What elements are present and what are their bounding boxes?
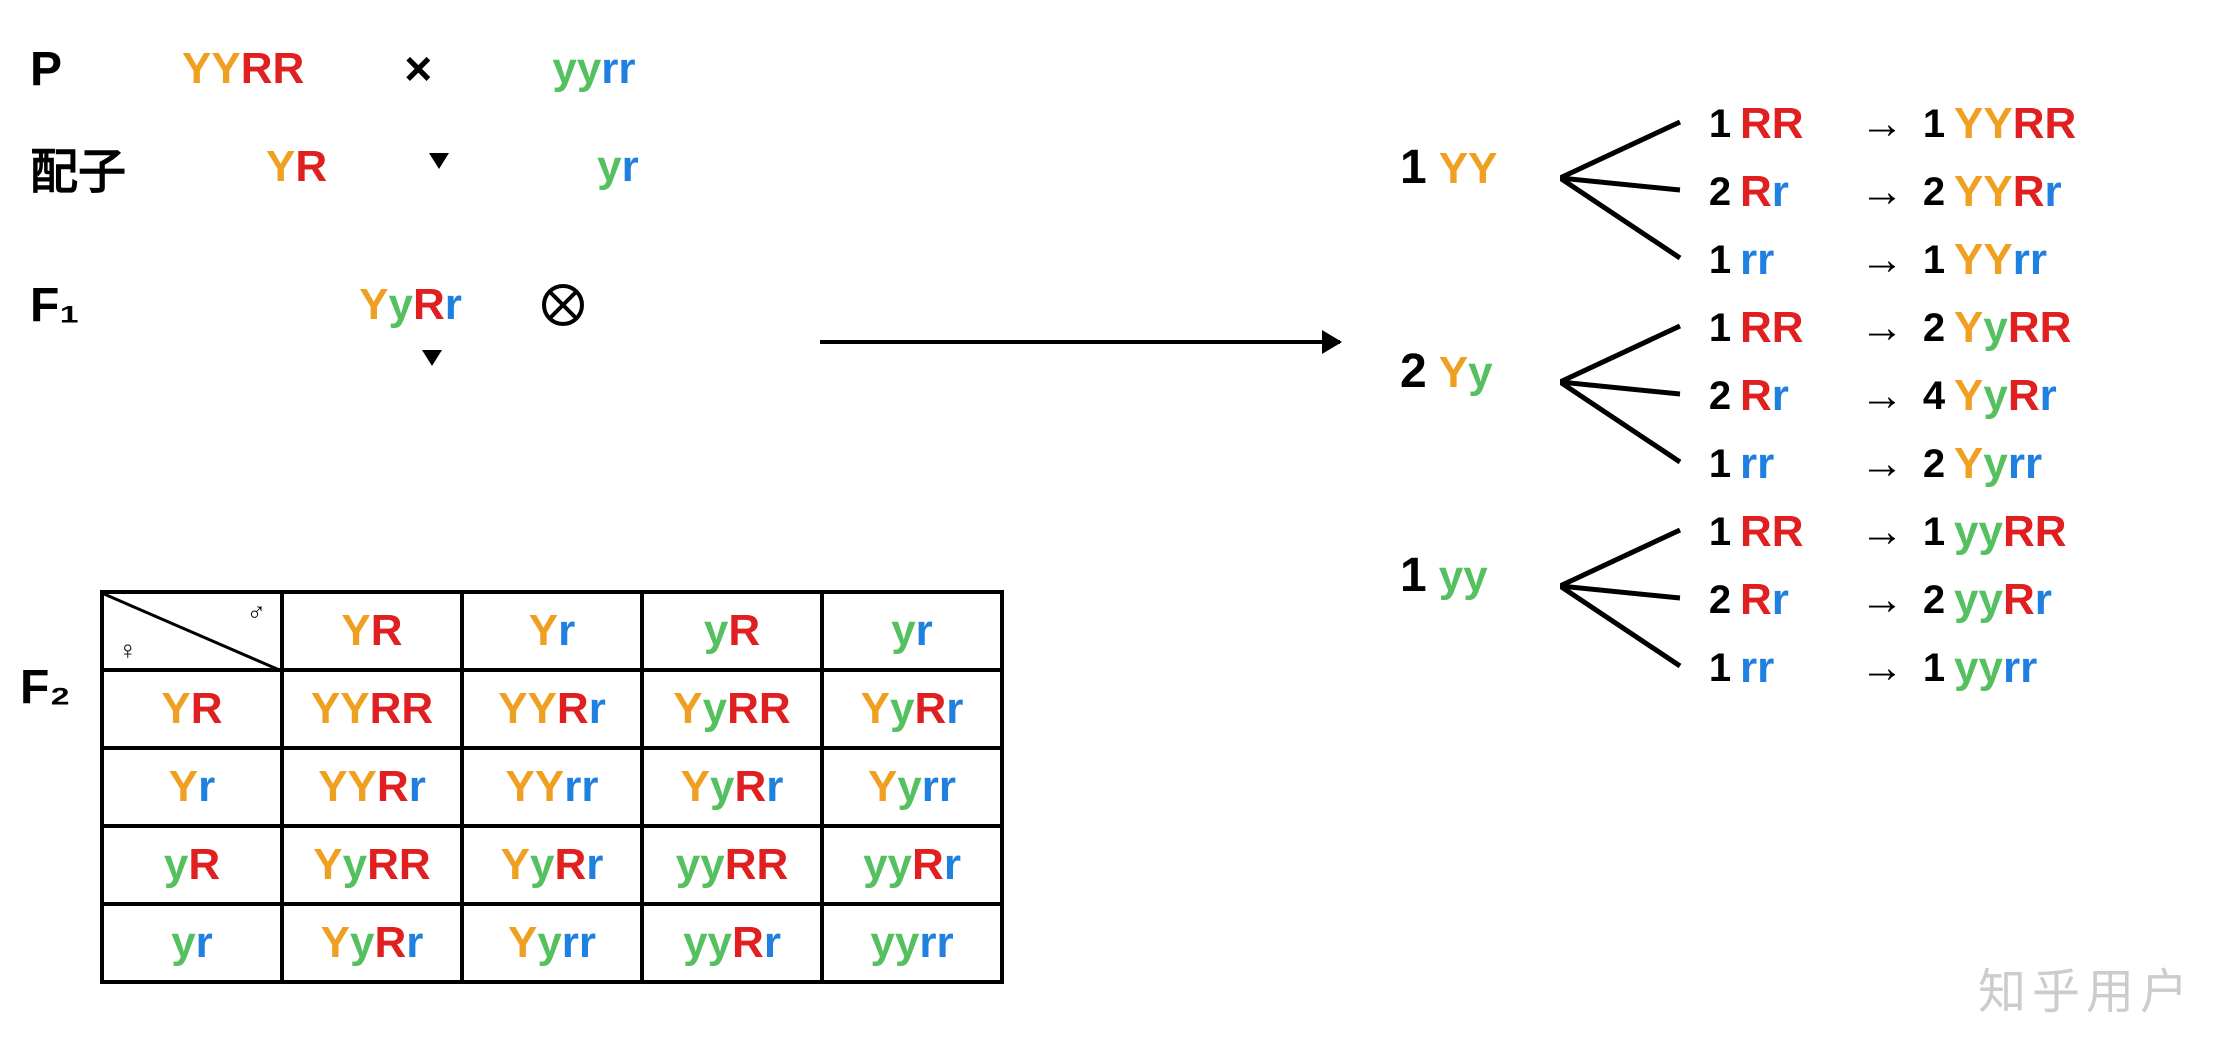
punnett-cell: yyRR xyxy=(642,826,822,904)
tree-branch: 1rr→1YYrr xyxy=(1700,226,2134,294)
f1-genotype: YyRr xyxy=(359,280,462,330)
tree-branch: 1rr→2Yyrr xyxy=(1700,430,2134,498)
punnett-row-header: Yr xyxy=(102,748,282,826)
punnett-cell: YyRr xyxy=(822,670,1002,748)
tree-branch: 2Rr→2YYRr xyxy=(1700,158,2134,226)
punnett-cell: yyRr xyxy=(822,826,1002,904)
female-symbol-icon: ♀ xyxy=(118,635,138,666)
arrow-right-icon xyxy=(820,340,1340,344)
self-cross-icon xyxy=(542,284,584,326)
watermark: 知乎用户 xyxy=(1978,952,2194,1022)
tree-branch: 1RR→1YYRR xyxy=(1700,90,2134,158)
punnett-cell: YyRr xyxy=(462,826,642,904)
punnett-row-header: yr xyxy=(102,904,282,982)
punnett-cell: Yyrr xyxy=(462,904,642,982)
punnett-cell: YYrr xyxy=(462,748,642,826)
tree-group: 1 yy xyxy=(1400,548,1488,603)
punnett-cell: YyRR xyxy=(282,826,462,904)
parent-row: P YYRR × yyrr xyxy=(30,30,639,108)
tree-group: 1 YY xyxy=(1400,140,1497,195)
gamete1: YR xyxy=(266,142,327,192)
punnett-cell: YyRr xyxy=(642,748,822,826)
parent2-genotype: yyrr xyxy=(552,44,635,94)
label-F2: F₂ xyxy=(20,660,71,715)
gamete-row: 配子 YR yr xyxy=(30,128,639,206)
tree-branch: 1rr→1yyrr xyxy=(1700,634,2134,702)
punnett-row-header: YR xyxy=(102,670,282,748)
punnett-col-header: Yr xyxy=(462,592,642,670)
punnett-cell: yyRr xyxy=(642,904,822,982)
label-gamete: 配子 xyxy=(30,132,126,202)
label-P: P xyxy=(30,42,62,97)
punnett-cell: YyRr xyxy=(282,904,462,982)
label-F1: F₁ xyxy=(30,278,79,333)
tree-branch: 1RR→2YyRR xyxy=(1700,294,2134,362)
punnett-square: ♂ ♀ YRYryRyr YRYYRRYYRrYyRRYyRrYrYYRrYYr… xyxy=(100,590,1004,984)
tree-branch: 2Rr→4YyRr xyxy=(1700,362,2134,430)
gamete2: yr xyxy=(597,142,639,192)
f1-row: F₁ YyRr xyxy=(30,266,639,344)
cross-symbol: × xyxy=(404,42,432,97)
punnett-row-header: yR xyxy=(102,826,282,904)
male-symbol-icon: ♂ xyxy=(247,596,267,627)
parent1-genotype: YYRR xyxy=(182,44,304,94)
punnett-cell: YYRr xyxy=(282,748,462,826)
punnett-cell: YyRR xyxy=(642,670,822,748)
punnett-cell: Yyrr xyxy=(822,748,1002,826)
punnett-col-header: yr xyxy=(822,592,1002,670)
punnett-cell: YYRR xyxy=(282,670,462,748)
tree-branch: 1RR→1yyRR xyxy=(1700,498,2134,566)
punnett-cell: YYRr xyxy=(462,670,642,748)
tree-branch: 2Rr→2yyRr xyxy=(1700,566,2134,634)
punnett-corner: ♂ ♀ xyxy=(102,592,282,670)
punnett-col-header: yR xyxy=(642,592,822,670)
punnett-col-header: YR xyxy=(282,592,462,670)
cross-diagram: P YYRR × yyrr 配子 YR yr F₁ YyRr xyxy=(30,30,639,364)
punnett-cell: yyrr xyxy=(822,904,1002,982)
tree-group: 2 Yy xyxy=(1400,344,1493,399)
branching-tree: 1RR→1YYRR2Rr→2YYRr1rr→1YYrr1RR→2YyRR2Rr→… xyxy=(1400,90,2134,702)
